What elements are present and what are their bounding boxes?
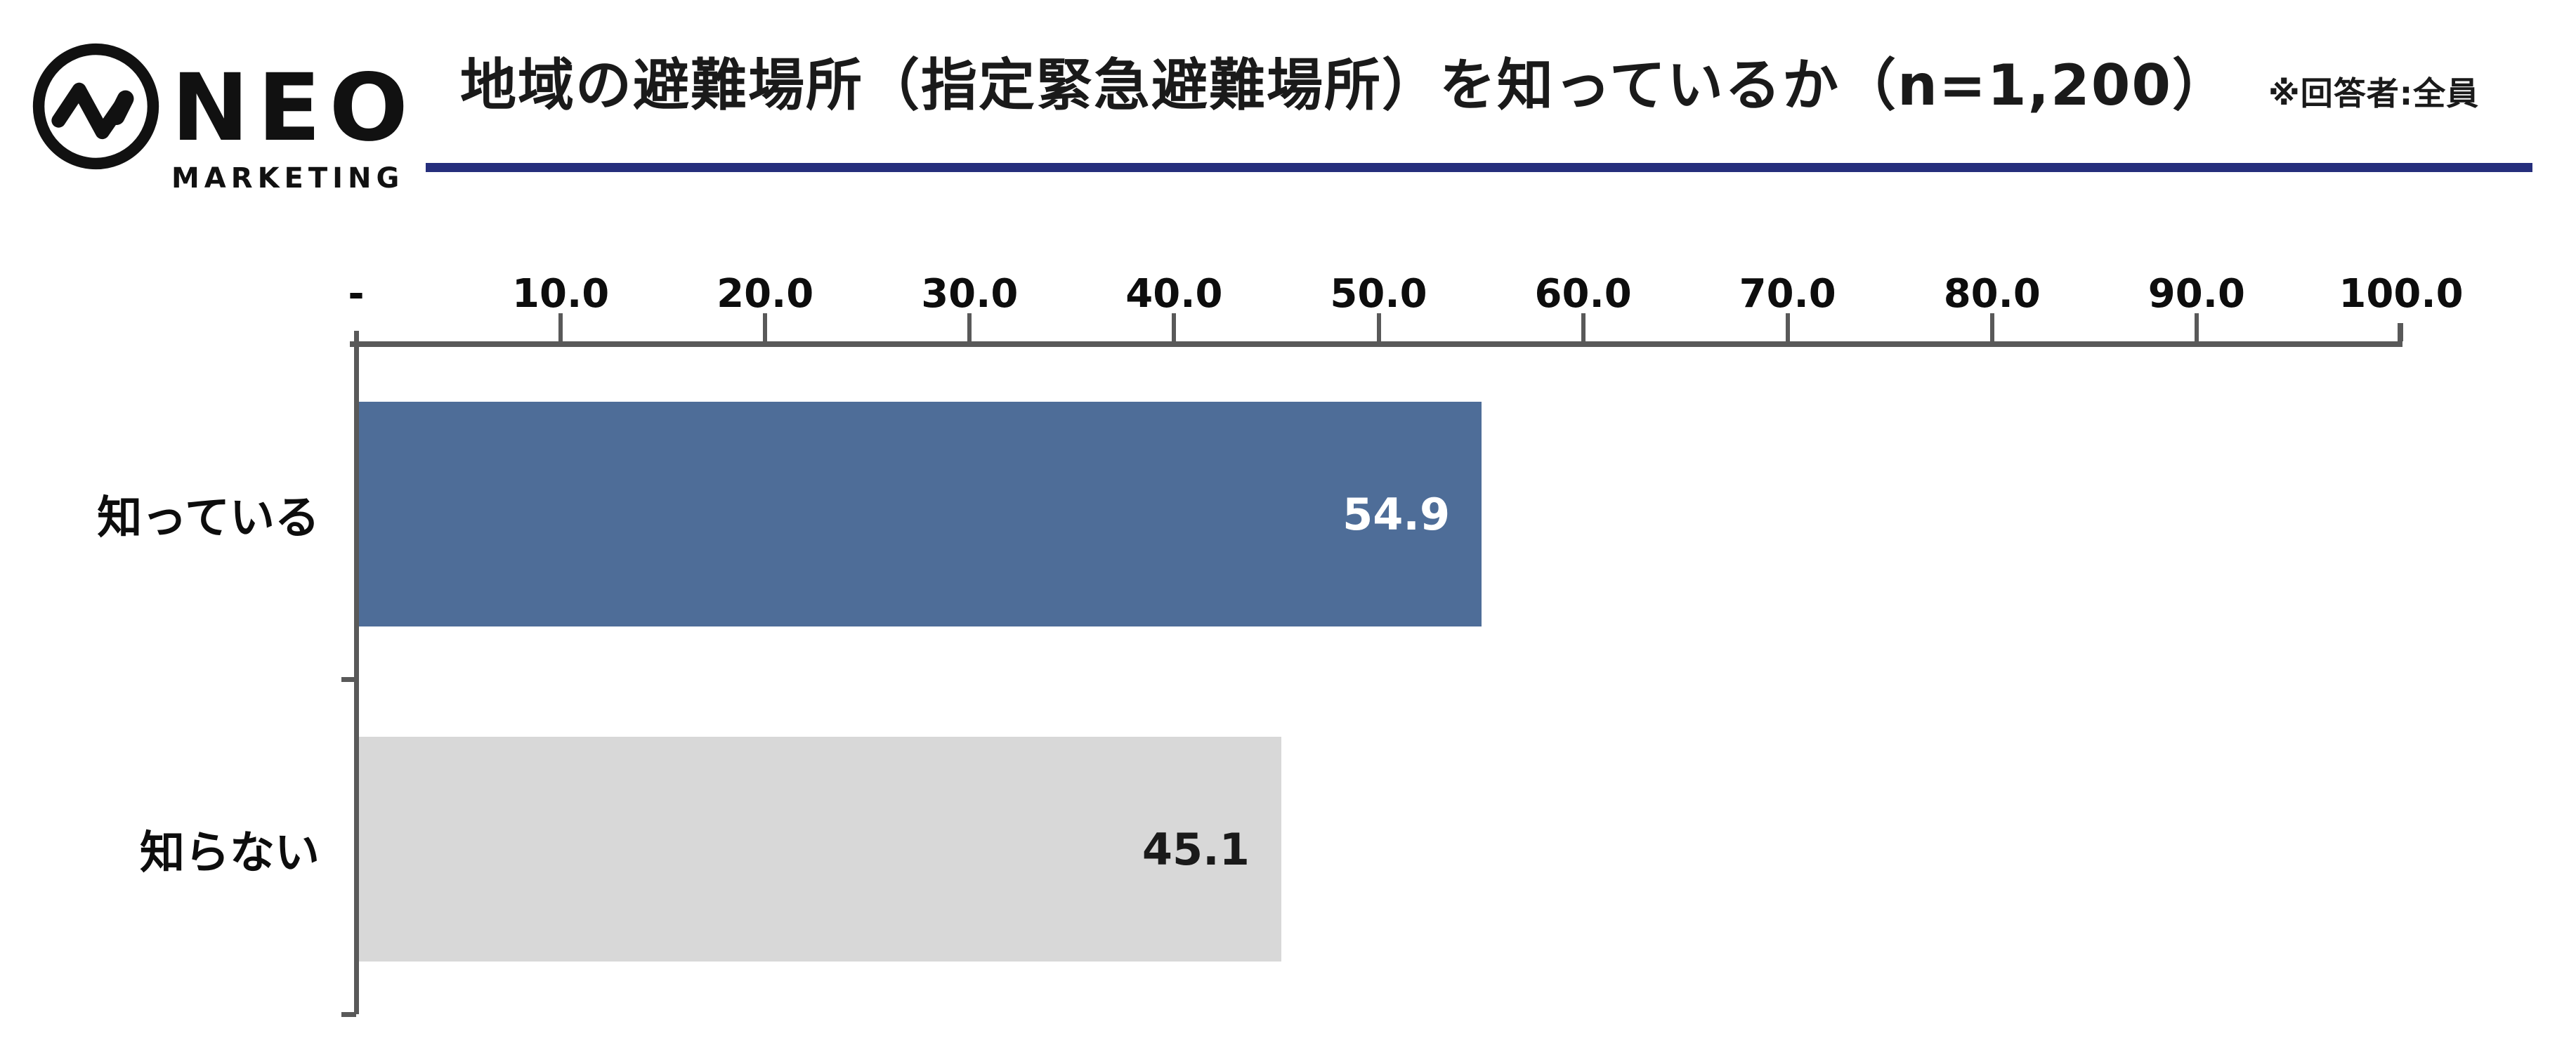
logo-subname: MARKETING [171, 162, 405, 195]
bar-value-label: 45.1 [1142, 823, 1250, 875]
bar-knows: 54.9 [359, 402, 1482, 626]
bar-does-not-know: 45.1 [359, 737, 1281, 962]
x-tick-label: 80.0 [1943, 271, 2041, 317]
x-tick-label: 10.0 [512, 271, 610, 317]
x-tick-mark [2194, 313, 2199, 341]
title-underline [426, 163, 2532, 172]
logo-name: NEO [171, 54, 417, 162]
pulse-circle-icon [32, 43, 159, 170]
logo-text: NEO MARKETING [171, 42, 417, 192]
x-tick-mark [1989, 313, 1994, 341]
x-tick-label: 30.0 [921, 271, 1019, 317]
x-axis-end-tick [2398, 323, 2403, 341]
x-tick-mark [558, 313, 563, 341]
page-title: 地域の避難場所（指定緊急避難場所）を知っているか（n=1,200） [460, 53, 2230, 118]
x-tick-mark [967, 313, 972, 341]
x-tick-mark [1172, 313, 1177, 341]
y-axis-row-tick [341, 677, 356, 682]
title-row: 地域の避難場所（指定緊急避難場所）を知っているか（n=1,200） ※回答者:全… [460, 55, 2479, 117]
x-tick-label: - [348, 271, 365, 317]
x-tick-mark [763, 313, 768, 341]
category-label: 知っている [97, 492, 320, 544]
x-tick-label: 60.0 [1534, 271, 1632, 317]
x-tick-label: 70.0 [1739, 271, 1836, 317]
x-tick-mark [1581, 313, 1586, 341]
x-axis-line [350, 341, 2402, 347]
x-tick-label: 20.0 [717, 271, 814, 317]
y-axis-row-tick [341, 1012, 356, 1017]
y-axis-line [354, 331, 359, 1014]
neo-marketing-logo: NEO MARKETING [32, 42, 417, 192]
x-tick-label: 40.0 [1125, 271, 1223, 317]
x-tick-mark [1785, 313, 1790, 341]
x-tick-label: 90.0 [2147, 271, 2245, 317]
category-label: 知らない [140, 827, 320, 879]
bar-value-label: 54.9 [1342, 488, 1451, 540]
x-tick-label: 50.0 [1330, 271, 1427, 317]
x-tick-label: 100.0 [2339, 271, 2464, 317]
x-tick-mark [1376, 313, 1381, 341]
respondent-note: ※回答者:全員 [2268, 74, 2480, 112]
